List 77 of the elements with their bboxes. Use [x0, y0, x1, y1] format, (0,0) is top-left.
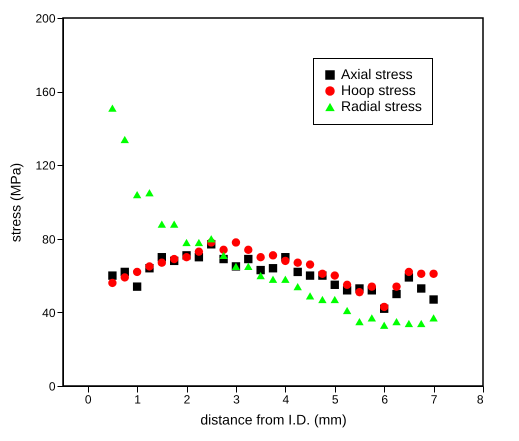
point: [306, 260, 314, 269]
point: [294, 258, 302, 267]
point: [194, 248, 204, 256]
point: [182, 238, 191, 246]
y-axis-title: stress (MPa): [7, 162, 24, 242]
point: [108, 278, 117, 288]
point: [268, 264, 278, 272]
y-tick-label: 0: [48, 380, 56, 394]
point: [132, 268, 142, 276]
y-tick-label: 120: [35, 158, 56, 173]
point: [368, 282, 376, 291]
point: [392, 318, 401, 326]
point: [330, 296, 339, 304]
point: [108, 271, 117, 280]
point: [318, 296, 327, 304]
point: [330, 280, 339, 289]
x-axis-title: distance from I.D. (mm): [200, 412, 347, 428]
point: [294, 268, 302, 276]
point: [417, 320, 426, 328]
x-tick-label: 4: [282, 392, 290, 406]
point: [244, 254, 252, 264]
point: [429, 314, 438, 322]
point: [256, 266, 265, 274]
point: [392, 282, 401, 291]
point: [207, 235, 216, 242]
point: [429, 270, 438, 278]
point: [256, 253, 265, 262]
point: [417, 270, 426, 278]
point: [120, 273, 129, 282]
point: [330, 271, 339, 280]
point: [342, 280, 352, 289]
point: [145, 189, 154, 196]
x-tick-label: 2: [184, 392, 191, 406]
point: [194, 238, 204, 246]
y-tick-label: 40: [42, 306, 56, 320]
point: [306, 271, 314, 280]
x-tick-label: 7: [430, 392, 438, 406]
point: [306, 292, 314, 300]
y-tick-label: 200: [35, 12, 56, 26]
point: [108, 104, 117, 112]
point: [368, 314, 376, 322]
point: [120, 136, 129, 144]
legend-label: Radial stress: [341, 98, 422, 114]
point: [355, 318, 364, 326]
point: [355, 288, 364, 296]
point: [268, 251, 278, 260]
point: [170, 220, 178, 228]
point: [404, 320, 414, 328]
x-tick-label: 6: [381, 392, 388, 406]
legend-label: Axial stress: [341, 66, 413, 82]
point: [404, 268, 414, 276]
point: [429, 295, 438, 304]
point: [380, 322, 388, 329]
x-tick-label: 1: [134, 392, 142, 406]
point: [219, 246, 228, 254]
point: [132, 191, 142, 198]
point: [281, 276, 290, 283]
y-tick-label: 160: [35, 85, 56, 100]
point: [232, 238, 240, 247]
point: [256, 272, 265, 280]
point: [268, 276, 278, 283]
point: [281, 256, 290, 266]
point: [219, 252, 228, 259]
x-tick-label: 5: [332, 392, 339, 406]
point: [244, 262, 252, 270]
point: [158, 220, 166, 228]
point: [294, 283, 302, 290]
point: [244, 246, 252, 254]
point: [132, 282, 142, 291]
point: [342, 306, 352, 314]
point: [417, 284, 426, 293]
legend-label: Hoop stress: [341, 82, 416, 98]
x-tick-label: 8: [476, 392, 484, 406]
x-tick-label: 3: [233, 392, 240, 406]
y-tick-label: 80: [42, 232, 56, 246]
point: [158, 258, 166, 267]
x-tick-label: 0: [84, 392, 92, 406]
